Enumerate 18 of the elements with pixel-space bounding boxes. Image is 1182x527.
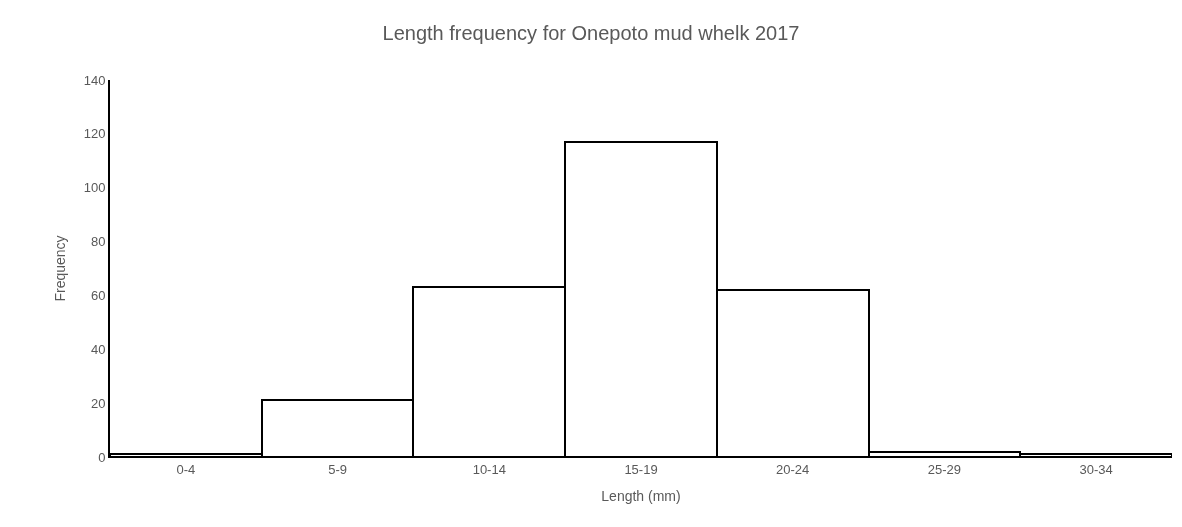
y-tick-label: 40 <box>90 341 106 357</box>
x-tick-label: 30-34 <box>1079 461 1113 477</box>
y-tick-label: 120 <box>83 126 106 142</box>
x-tick-label: 15-19 <box>624 461 658 477</box>
y-tick-label: 60 <box>90 287 106 303</box>
y-axis-title: Frequency <box>51 235 68 302</box>
x-axis-title: Length (mm) <box>601 487 681 504</box>
y-tick-label: 0 <box>98 449 106 465</box>
x-tick-label: 0-4 <box>176 461 196 477</box>
x-tick-label: 25-29 <box>927 461 962 477</box>
x-tick-label: 10-14 <box>472 461 506 477</box>
x-tick-label: 5-9 <box>328 461 347 477</box>
y-tick-label: 140 <box>83 72 106 88</box>
chart-title: Length frequency for Onepoto mud whelk 2017 <box>382 22 800 45</box>
y-tick-label: 100 <box>83 180 106 196</box>
y-tick-label: 80 <box>90 234 106 250</box>
x-tick-label: 20-24 <box>776 461 810 477</box>
y-tick-label: 20 <box>90 395 106 411</box>
